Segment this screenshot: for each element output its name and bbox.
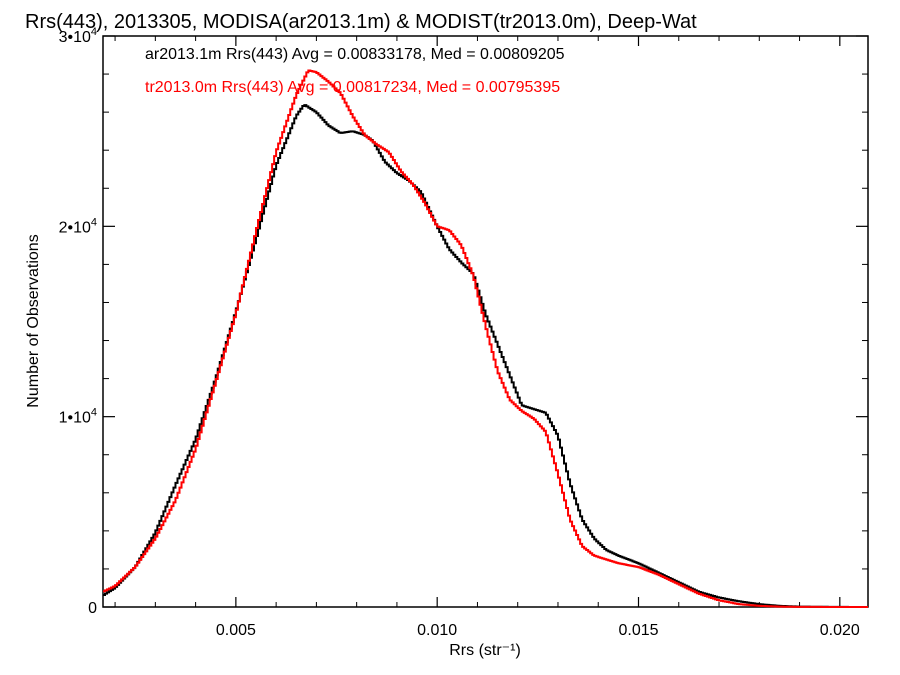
x-tick-label: 0.005 (216, 622, 256, 639)
y-tick-mantissa: 3•10 (59, 29, 91, 46)
legend-entry-tr2013: tr2013.0m Rrs(443) Avg = 0.00817234, Med… (145, 79, 560, 96)
y-tick-mantissa: 1•10 (59, 410, 91, 427)
y-tick-label: 3•104 (59, 26, 97, 46)
y-tick-exponent: 4 (91, 216, 97, 228)
y-tick-mantissa: 0 (88, 600, 97, 617)
plot-frame (102, 35, 869, 608)
y-tick-label: 1•104 (59, 407, 97, 427)
y-tick-label: 2•104 (59, 216, 97, 236)
series-layer (103, 69, 868, 608)
x-tick-label: 0.010 (417, 622, 457, 639)
y-tick-exponent: 4 (91, 26, 97, 38)
y-axis-label: Number of Observations (25, 234, 42, 407)
chart-title: Rrs(443), 2013305, MODISA(ar2013.1m) & M… (25, 11, 697, 33)
series-line-1 (103, 69, 868, 608)
x-tick-label: 0.020 (820, 622, 860, 639)
x-tick-label: 0.015 (618, 622, 658, 639)
x-axis-label: Rrs (str⁻¹) (449, 642, 521, 659)
y-tick-label: 0 (88, 600, 97, 617)
y-tick-mantissa: 2•10 (59, 219, 91, 236)
legend-entry-ar2013: ar2013.1m Rrs(443) Avg = 0.00833178, Med… (145, 46, 565, 63)
y-tick-exponent: 4 (91, 407, 97, 419)
series-line-0 (103, 104, 868, 608)
